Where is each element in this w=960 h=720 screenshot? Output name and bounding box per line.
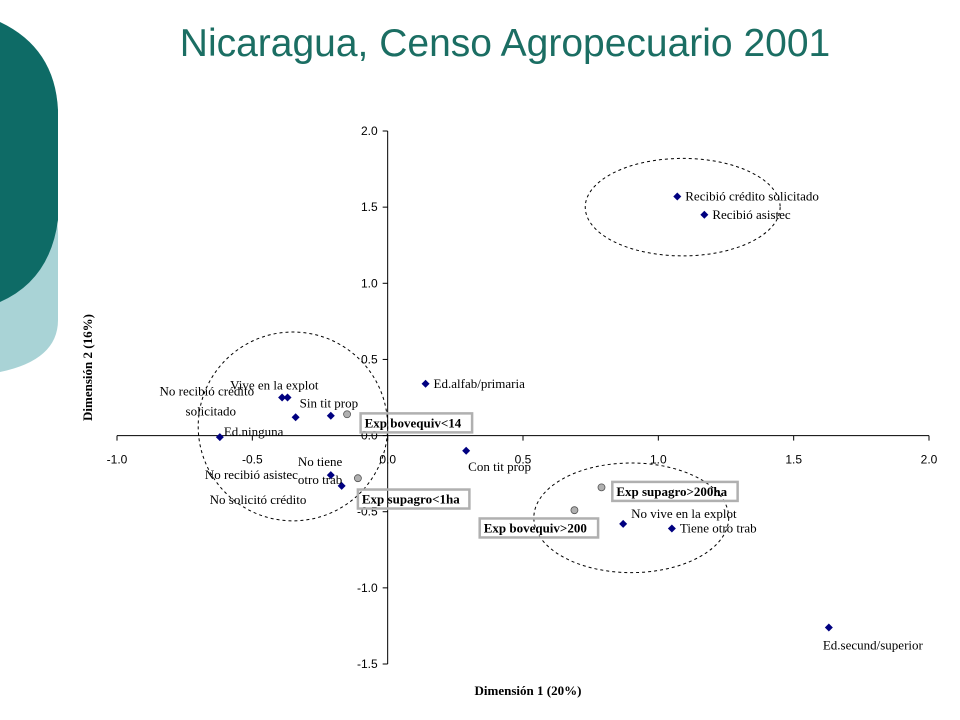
boxed-label-text: Exp bovequiv>200 xyxy=(484,520,587,535)
x-tick-label: -1.0 xyxy=(107,453,128,467)
data-point xyxy=(667,524,676,533)
boxed-label: Exp bovequiv>200 xyxy=(478,517,600,539)
boxed-label-group: Exp bovequiv<14 Exp supagro<1ha Exp supagr… xyxy=(356,412,739,539)
point-label: Ed.ninguna xyxy=(224,424,284,439)
data-point xyxy=(326,411,335,420)
data-point xyxy=(824,623,833,632)
y-tick-label: 2.0 xyxy=(361,124,378,138)
point-label: No recibió asistec xyxy=(205,467,298,482)
data-point xyxy=(215,433,224,442)
deco-dark-shape xyxy=(0,22,58,302)
x-axis-title: Dimensión 1 (20%) xyxy=(475,683,582,698)
x-tick-label: -0.5 xyxy=(242,453,263,467)
axes-group: -1.0 -0.5 0.0 0.5 1.0 1.5 2.0 2.0 1.5 1.0 0.5 0.0 -0… xyxy=(107,124,938,671)
data-point xyxy=(673,192,682,201)
y-axis-title: Dimensión 2 (16%) xyxy=(80,314,95,421)
point-label: No solicitó crédito xyxy=(210,492,307,507)
supplementary-point xyxy=(597,483,606,492)
boxed-label-frame xyxy=(478,517,600,539)
boxed-label: Exp supagro>200ha xyxy=(611,480,739,503)
supplementary-point xyxy=(353,474,362,483)
point-label: No recibió crédito xyxy=(160,384,255,399)
y-tick-label: 1.5 xyxy=(361,200,378,214)
x-tick-label: 1.0 xyxy=(650,453,667,467)
y-tick-label: -0.5 xyxy=(357,505,378,519)
boxed-label-text: Exp supagro>200ha xyxy=(616,484,727,499)
point-label: Vive en la explot xyxy=(230,378,319,393)
point-label: solicitado xyxy=(186,404,237,419)
point-label: Recibió crédito solicitado xyxy=(685,188,819,203)
boxed-label-frame xyxy=(359,412,474,434)
supplementary-point xyxy=(570,506,579,515)
point-label: Tiene otro trab xyxy=(680,520,757,535)
point-label: Con tit prop xyxy=(468,459,531,474)
cluster-ellipse xyxy=(584,157,781,257)
boxed-label-text: Exp bovequiv<14 xyxy=(365,415,462,430)
y-tick-label: 0.5 xyxy=(361,352,378,366)
x-tick-label: 2.0 xyxy=(921,453,938,467)
boxed-label: Exp supagro<1ha xyxy=(356,488,471,510)
point-label: No tiene xyxy=(298,454,343,469)
supplementary-point xyxy=(343,410,351,419)
y-tick-label: 1.0 xyxy=(361,276,378,290)
data-point xyxy=(291,413,300,422)
point-label: Ed.secund/superior xyxy=(823,637,924,652)
data-point xyxy=(619,519,628,528)
y-tick-label: -1.0 xyxy=(357,581,378,595)
data-point xyxy=(278,393,287,402)
y-tick-label: 0.0 xyxy=(361,429,378,443)
point-label: Recibió asistec xyxy=(712,207,791,222)
y-tick-label: -1.5 xyxy=(357,657,378,671)
point-label: No vive en la explot xyxy=(631,506,737,521)
boxed-label-frame xyxy=(356,488,471,510)
data-point xyxy=(283,393,292,402)
boxed-label-text: Exp supagro<1ha xyxy=(362,492,460,507)
data-point xyxy=(421,379,430,388)
slide-title: Nicaragua, Censo Agropecuario 2001 xyxy=(179,22,831,65)
point-label: Ed.alfab/primaria xyxy=(434,376,526,391)
data-point xyxy=(700,210,709,219)
x-tick-label: 1.5 xyxy=(785,453,802,467)
boxed-label-frame xyxy=(611,480,739,503)
boxed-label: Exp bovequiv<14 xyxy=(359,412,474,434)
data-point xyxy=(326,471,335,480)
point-label: Sin tit prop xyxy=(300,395,359,410)
points-group: Recibió crédito solicitado Recibió asiste… xyxy=(160,188,924,652)
data-point xyxy=(337,481,346,490)
point-label: otro trab xyxy=(298,472,342,487)
decorative-side-shape xyxy=(0,22,59,372)
x-tick-label: 0.5 xyxy=(515,453,532,467)
cluster-ellipse xyxy=(533,462,730,574)
data-point xyxy=(462,446,471,455)
x-tick-label: 0.0 xyxy=(379,453,396,467)
